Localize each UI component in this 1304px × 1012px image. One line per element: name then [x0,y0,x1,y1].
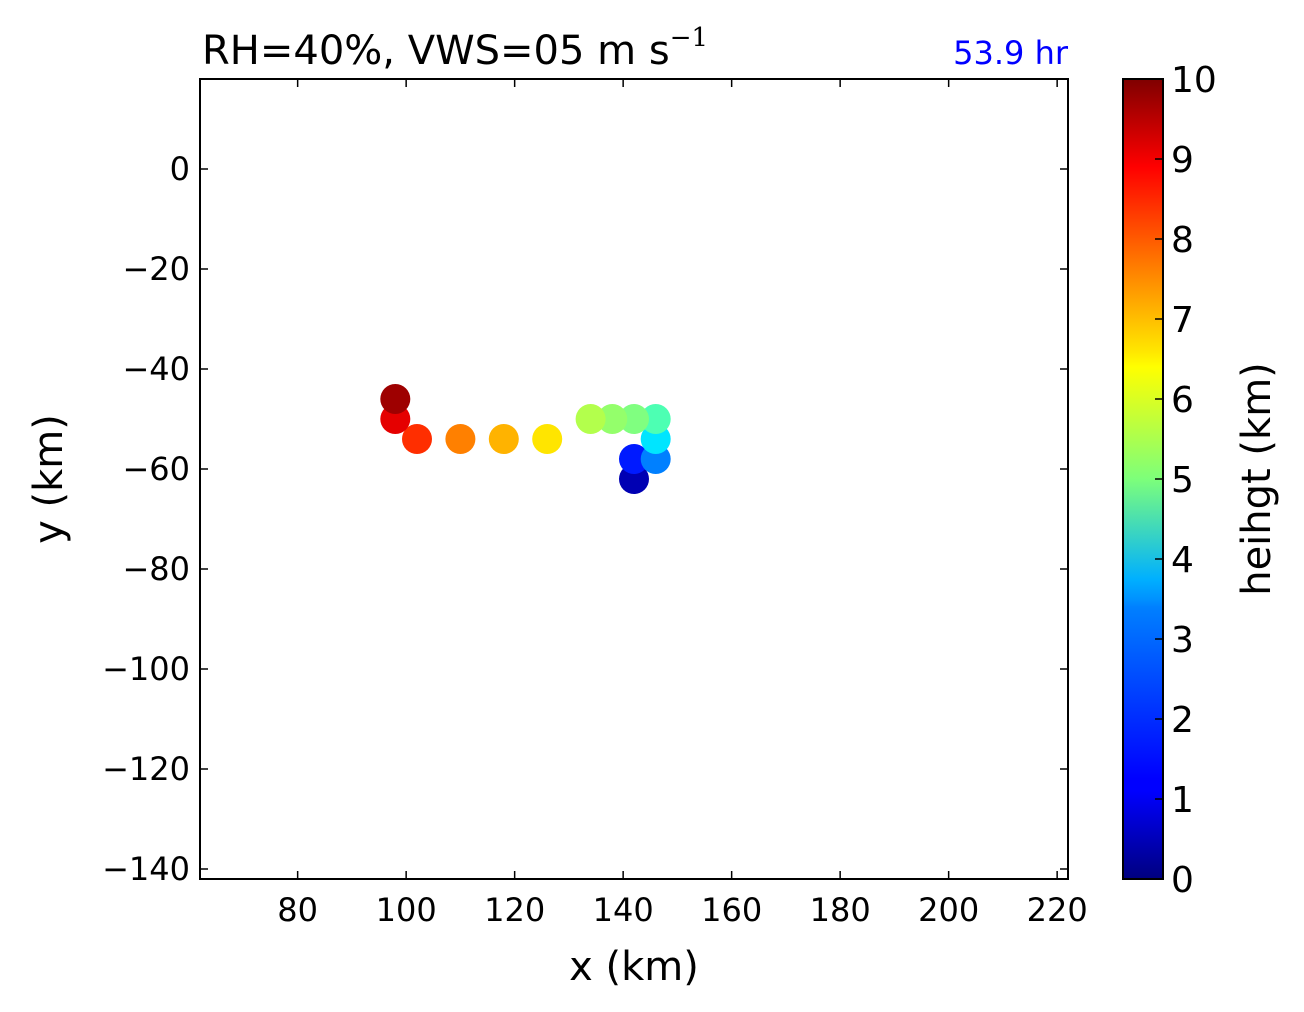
chart-title-superscript: −1 [670,23,708,53]
scatter-point [445,424,476,454]
colorbar-tick-label: 2 [1171,700,1194,741]
scatter-point [619,404,649,434]
chart-title: RH=40%, VWS=05 m s−1 [202,23,708,74]
scatter-point [488,424,519,454]
y-tick-label: −80 [122,550,190,588]
data-points [380,384,671,494]
scatter-point [619,444,649,474]
x-tick-label: 140 [593,891,654,929]
colorbar-tick-label: 3 [1171,620,1194,661]
colorbar-tick-label: 1 [1171,780,1194,821]
y-tick-label: −140 [102,850,190,888]
x-tick-label: 220 [1027,891,1088,929]
colorbar-tick-label: 6 [1171,380,1194,421]
y-tick-label: −40 [122,350,190,388]
scatter-point [575,404,606,434]
scatter-point [597,404,628,434]
x-tick-label: 200 [918,891,979,929]
x-axis-label: x (km) [569,944,699,990]
scatter-point [380,384,411,414]
scatter-point [532,424,563,454]
colorbar-tick-label: 7 [1171,300,1194,341]
y-tick-label: −120 [102,750,190,788]
colorbar-tick-label: 5 [1171,460,1194,501]
colorbar-ticks: 0 1 2 3 4 5 6 7 8 9 10 [1155,60,1217,901]
colorbar-label: heihgt (km) [1234,362,1280,596]
scatter-point [640,404,671,434]
scatter-point [402,424,432,454]
colorbar-tick-label: 9 [1171,140,1194,181]
y-tick-label: −60 [122,450,190,488]
y-tick-label: −100 [102,650,190,688]
colorbar-tick-label: 10 [1171,60,1217,101]
x-axis-ticks: 80 100 120 140 160 180 200 220 [277,79,1088,929]
x-tick-label: 80 [277,891,318,929]
y-axis-label: y (km) [26,414,72,544]
y-tick-label: 0 [170,150,190,188]
colorbar-tick-label: 8 [1171,220,1194,261]
y-tick-label: −20 [122,250,190,288]
colorbar-tick-label: 0 [1171,860,1194,901]
x-tick-label: 180 [810,891,871,929]
time-label: 53.9 hr [953,34,1069,72]
x-tick-label: 100 [376,891,437,929]
x-tick-label: 160 [701,891,762,929]
colorbar-tick-label: 4 [1171,540,1194,581]
x-tick-label: 120 [484,891,545,929]
y-axis-ticks: 0 −20 −40 −60 −80 −100 −120 −140 [102,150,1068,888]
